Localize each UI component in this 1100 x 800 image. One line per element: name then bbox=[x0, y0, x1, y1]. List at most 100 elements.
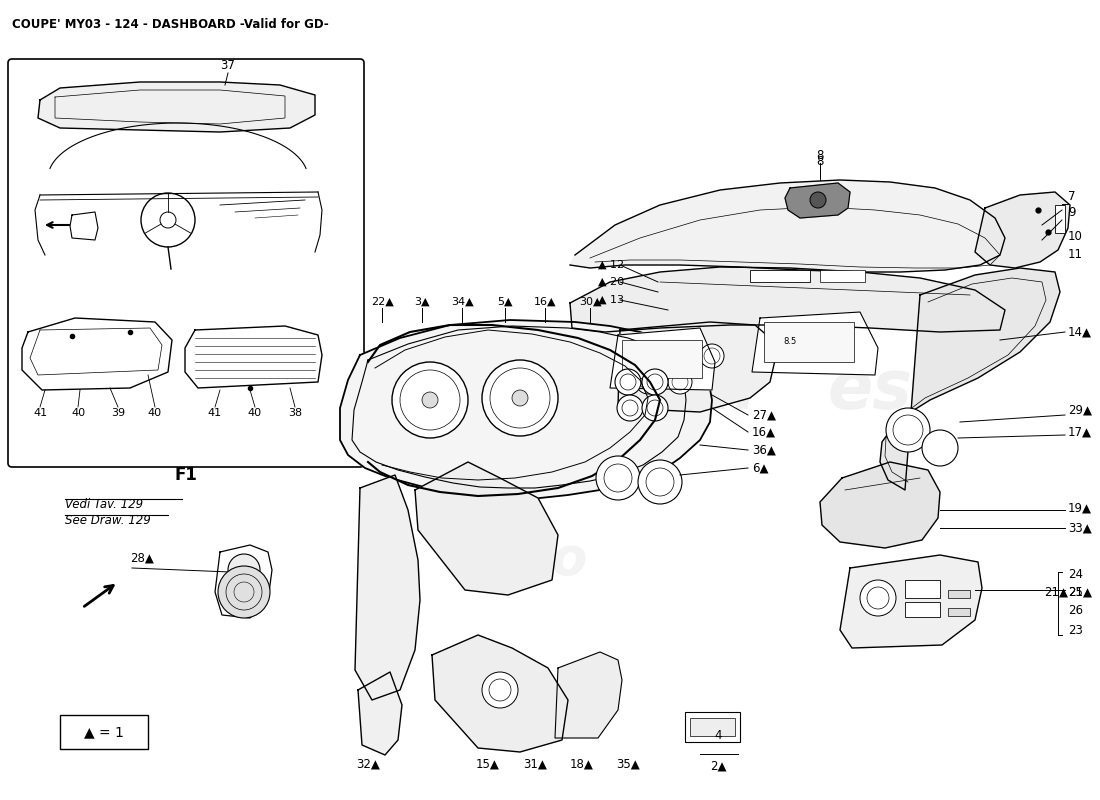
Text: 41: 41 bbox=[33, 408, 47, 418]
Bar bbox=[750, 270, 810, 282]
Polygon shape bbox=[340, 320, 712, 498]
Bar bbox=[60, 715, 148, 749]
Text: euro: euro bbox=[452, 534, 587, 586]
Polygon shape bbox=[840, 555, 982, 648]
Text: 40: 40 bbox=[70, 408, 85, 418]
Text: 9: 9 bbox=[1068, 206, 1076, 218]
Circle shape bbox=[422, 392, 438, 408]
Circle shape bbox=[700, 344, 724, 368]
Text: 21▲: 21▲ bbox=[1068, 586, 1092, 598]
Bar bbox=[948, 608, 970, 616]
Text: 33▲: 33▲ bbox=[1068, 522, 1091, 534]
Bar bbox=[1055, 205, 1065, 233]
Circle shape bbox=[810, 192, 826, 208]
Bar bbox=[764, 322, 854, 362]
Polygon shape bbox=[752, 312, 878, 375]
Polygon shape bbox=[185, 326, 322, 388]
Text: 40: 40 bbox=[147, 408, 162, 418]
Bar bbox=[905, 602, 940, 617]
Text: 16▲: 16▲ bbox=[752, 426, 776, 438]
Text: 22▲: 22▲ bbox=[371, 297, 394, 307]
Circle shape bbox=[668, 370, 692, 394]
Text: ▲ 13: ▲ 13 bbox=[598, 295, 624, 305]
Text: autopar: autopar bbox=[472, 357, 768, 423]
Circle shape bbox=[596, 456, 640, 500]
Circle shape bbox=[228, 554, 260, 586]
Text: 25: 25 bbox=[1068, 586, 1082, 598]
Polygon shape bbox=[880, 268, 1060, 490]
Text: 11: 11 bbox=[1068, 249, 1084, 262]
Polygon shape bbox=[785, 183, 850, 218]
Text: 14▲: 14▲ bbox=[1068, 326, 1092, 338]
Text: 41: 41 bbox=[208, 408, 222, 418]
Circle shape bbox=[392, 362, 468, 438]
Text: 21▲: 21▲ bbox=[1044, 586, 1068, 598]
Text: 29▲: 29▲ bbox=[1068, 403, 1092, 417]
Text: ▲ 12: ▲ 12 bbox=[598, 260, 624, 270]
Text: 37: 37 bbox=[221, 59, 235, 72]
Circle shape bbox=[636, 370, 660, 394]
Text: COUPE' MY03 - 124 - DASHBOARD -Valid for GD-: COUPE' MY03 - 124 - DASHBOARD -Valid for… bbox=[12, 18, 329, 31]
Text: See Draw. 129: See Draw. 129 bbox=[65, 514, 151, 527]
Text: 38: 38 bbox=[288, 408, 302, 418]
Circle shape bbox=[482, 672, 518, 708]
Text: 30▲: 30▲ bbox=[579, 297, 602, 307]
Text: 36▲: 36▲ bbox=[752, 443, 776, 457]
Text: ▲ 20: ▲ 20 bbox=[598, 277, 624, 287]
Text: 40: 40 bbox=[248, 408, 262, 418]
Bar bbox=[948, 590, 970, 598]
Text: 34▲: 34▲ bbox=[451, 297, 473, 307]
Text: 19▲: 19▲ bbox=[1068, 502, 1092, 514]
FancyBboxPatch shape bbox=[8, 59, 364, 467]
Text: 8: 8 bbox=[816, 149, 824, 162]
Circle shape bbox=[615, 369, 641, 395]
Text: 4: 4 bbox=[714, 729, 722, 742]
Circle shape bbox=[482, 360, 558, 436]
Text: 17▲: 17▲ bbox=[1068, 426, 1092, 438]
Polygon shape bbox=[570, 267, 1005, 332]
Polygon shape bbox=[975, 192, 1070, 268]
Text: F1: F1 bbox=[175, 466, 197, 484]
Text: 7: 7 bbox=[1068, 190, 1076, 202]
Text: 3▲: 3▲ bbox=[415, 297, 430, 307]
Text: 35▲: 35▲ bbox=[616, 758, 640, 771]
Circle shape bbox=[642, 369, 668, 395]
Text: 24: 24 bbox=[1068, 569, 1084, 582]
Text: Vedi Tav. 129: Vedi Tav. 129 bbox=[65, 498, 143, 511]
Polygon shape bbox=[355, 475, 420, 700]
Polygon shape bbox=[610, 328, 715, 390]
Text: 39: 39 bbox=[111, 408, 125, 418]
Polygon shape bbox=[358, 672, 402, 755]
Text: 10: 10 bbox=[1068, 230, 1082, 242]
Text: 31▲: 31▲ bbox=[524, 758, 547, 771]
Polygon shape bbox=[70, 212, 98, 240]
Text: es: es bbox=[827, 357, 912, 423]
Polygon shape bbox=[39, 82, 315, 132]
Text: 6▲: 6▲ bbox=[752, 462, 769, 474]
Text: 26: 26 bbox=[1068, 603, 1084, 617]
Text: 18▲: 18▲ bbox=[570, 758, 594, 771]
Circle shape bbox=[512, 390, 528, 406]
Text: 5▲: 5▲ bbox=[497, 297, 513, 307]
Circle shape bbox=[860, 580, 896, 616]
Bar bbox=[905, 580, 940, 598]
Circle shape bbox=[218, 566, 270, 618]
Text: 27▲: 27▲ bbox=[752, 409, 776, 422]
Bar bbox=[820, 270, 865, 282]
Text: 15▲: 15▲ bbox=[476, 758, 499, 771]
Bar bbox=[621, 340, 702, 378]
Text: 2▲: 2▲ bbox=[710, 760, 726, 773]
Polygon shape bbox=[556, 652, 622, 738]
Polygon shape bbox=[432, 635, 568, 752]
Text: 23: 23 bbox=[1068, 623, 1082, 637]
Text: ▲ = 1: ▲ = 1 bbox=[84, 725, 124, 739]
Polygon shape bbox=[570, 180, 1005, 272]
Text: 8: 8 bbox=[816, 155, 824, 168]
Polygon shape bbox=[618, 322, 776, 412]
Circle shape bbox=[642, 395, 668, 421]
Bar bbox=[685, 712, 740, 742]
Bar bbox=[690, 718, 735, 736]
Text: 28▲: 28▲ bbox=[130, 552, 154, 565]
Circle shape bbox=[668, 344, 692, 368]
Circle shape bbox=[617, 395, 643, 421]
